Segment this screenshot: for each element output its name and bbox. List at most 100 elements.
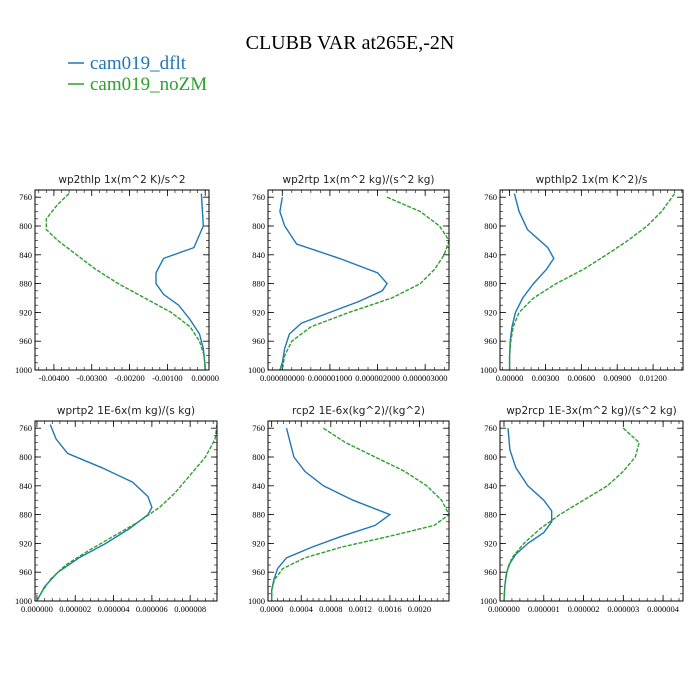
y-tick-label: 920 bbox=[252, 307, 265, 317]
y-tick-label: 760 bbox=[19, 423, 32, 433]
plot-frame bbox=[34, 189, 210, 371]
y-tick-label: 1000 bbox=[480, 596, 497, 606]
x-tick-label: 0.000001 bbox=[528, 604, 560, 614]
y-tick-label: 760 bbox=[252, 423, 265, 433]
x-tick-label: 0.000000 bbox=[21, 604, 53, 614]
y-tick-label: 1000 bbox=[480, 365, 497, 375]
series-line-nozm bbox=[36, 424, 218, 602]
y-tick-label: 880 bbox=[19, 279, 32, 289]
x-tick-label: 0.0020 bbox=[408, 604, 431, 614]
y-tick-label: 840 bbox=[252, 250, 265, 260]
x-tick-label: 0.0012 bbox=[349, 604, 372, 614]
x-tick-label: 0.000006 bbox=[136, 604, 168, 614]
x-tick-label: 0.000002000 bbox=[355, 373, 400, 383]
y-tick-label: 760 bbox=[484, 423, 497, 433]
y-tick-label: 880 bbox=[484, 510, 497, 520]
x-tick-label: -0.00300 bbox=[77, 373, 107, 383]
y-tick-label: 840 bbox=[19, 250, 32, 260]
legend: cam019_dflt cam019_noZM bbox=[68, 53, 207, 95]
series-line-nozm bbox=[508, 193, 676, 370]
x-tick-label: 0.0000 bbox=[260, 604, 283, 614]
y-tick-label: 960 bbox=[19, 567, 32, 577]
panel-title: rcp2 1E-6x(kg^2)/(kg^2) bbox=[292, 405, 425, 417]
y-tick-label: 800 bbox=[252, 221, 265, 231]
y-tick-label: 960 bbox=[252, 336, 265, 346]
y-tick-label: 760 bbox=[252, 192, 265, 202]
series-line-dflt bbox=[271, 428, 392, 601]
y-tick-label: 960 bbox=[19, 336, 32, 346]
x-tick-label: 0.0016 bbox=[378, 604, 401, 614]
series-line-dflt bbox=[279, 197, 388, 371]
panel-title: wp2rtp 1x(m^2 kg)/(s^2 kg) bbox=[282, 174, 434, 186]
x-tick-label: 0.000001000 bbox=[308, 373, 353, 383]
series-line-nozm bbox=[281, 196, 450, 371]
y-tick-label: 880 bbox=[252, 510, 265, 520]
x-tick-label: 0.000003 bbox=[607, 604, 639, 614]
series-line-nozm bbox=[503, 427, 640, 602]
panel-title: wp2rcp 1E-3x(m^2 kg)/(s^2 kg) bbox=[506, 405, 677, 417]
plot-frame bbox=[267, 420, 450, 602]
x-tick-label: -0.00200 bbox=[114, 373, 144, 383]
y-tick-label: 800 bbox=[19, 452, 32, 462]
y-tick-label: 960 bbox=[484, 336, 497, 346]
y-tick-label: 960 bbox=[252, 567, 265, 577]
y-tick-label: 1000 bbox=[15, 596, 32, 606]
x-tick-label: 0.01200 bbox=[639, 373, 667, 383]
panels: wp2thlp 1x(m^2 K)/s^2 760 800 840 880 920 960 1… bbox=[15, 174, 684, 614]
panel-2: wp2rtp 1x(m^2 kg)/(s^2 kg) 760 800 840 880 92… bbox=[248, 174, 450, 383]
panel-title: wpthlp2 1x(m K^2)/s bbox=[536, 174, 648, 186]
y-tick-label: 760 bbox=[484, 192, 497, 202]
series-line-dflt bbox=[508, 193, 555, 370]
x-tick-label: 0.000004 bbox=[647, 604, 680, 614]
plot-frame bbox=[34, 420, 218, 602]
figure-title: CLUBB VAR at265E,-2N bbox=[246, 32, 455, 54]
series-line-dflt bbox=[503, 428, 553, 602]
x-tick-label: 0.000004 bbox=[98, 604, 131, 614]
x-tick-label: 0.000002 bbox=[59, 604, 91, 614]
panel-5: rcp2 1E-6x(kg^2)/(kg^2) 760 800 840 880 920 96… bbox=[248, 405, 450, 614]
panel-title: wprtp2 1E-6x(m kg)/(s kg) bbox=[57, 405, 195, 417]
x-tick-label: 0.0004 bbox=[290, 604, 314, 614]
y-tick-label: 880 bbox=[19, 510, 32, 520]
legend-label-nozm: cam019_noZM bbox=[90, 74, 207, 95]
plot-frame bbox=[499, 189, 684, 371]
y-tick-label: 920 bbox=[484, 538, 497, 548]
x-tick-label: 0.00600 bbox=[568, 373, 596, 383]
panel-4: wprtp2 1E-6x(m kg)/(s kg) 760 800 840 880 920… bbox=[15, 405, 218, 614]
series-line-nozm bbox=[271, 427, 450, 601]
plot-frame bbox=[267, 189, 450, 371]
y-tick-label: 880 bbox=[252, 279, 265, 289]
panel-6: wp2rcp 1E-3x(m^2 kg)/(s^2 kg) 760 800 840 88… bbox=[480, 405, 684, 614]
series-line-dflt bbox=[155, 193, 206, 371]
series-line-dflt bbox=[36, 424, 153, 602]
panel-1: wp2thlp 1x(m^2 K)/s^2 760 800 840 880 920 960 1… bbox=[15, 174, 219, 383]
y-tick-label: 920 bbox=[484, 307, 497, 317]
panel-title: wp2thlp 1x(m^2 K)/s^2 bbox=[58, 174, 185, 186]
y-tick-label: 800 bbox=[484, 221, 497, 231]
y-tick-label: 840 bbox=[19, 481, 32, 491]
y-tick-label: 920 bbox=[252, 538, 265, 548]
y-tick-label: 880 bbox=[484, 279, 497, 289]
x-tick-label: 0.00000 bbox=[496, 373, 524, 383]
x-tick-label: 0.00900 bbox=[603, 373, 631, 383]
y-tick-label: 840 bbox=[484, 250, 497, 260]
y-tick-label: 800 bbox=[484, 452, 497, 462]
y-tick-label: 800 bbox=[19, 221, 32, 231]
y-tick-label: 1000 bbox=[248, 365, 265, 375]
y-tick-label: 920 bbox=[19, 538, 32, 548]
y-tick-label: 1000 bbox=[15, 365, 32, 375]
y-tick-label: 760 bbox=[19, 192, 32, 202]
x-tick-label: 0.000000 bbox=[488, 604, 520, 614]
x-tick-label: 0.000003000 bbox=[403, 373, 448, 383]
x-tick-label: 0.000008 bbox=[174, 604, 206, 614]
x-tick-label: 0.00300 bbox=[532, 373, 560, 383]
y-tick-label: 840 bbox=[252, 481, 265, 491]
y-tick-label: 1000 bbox=[248, 596, 265, 606]
panel-3: wpthlp2 1x(m K^2)/s 760 800 840 880 920 960 100… bbox=[480, 174, 684, 383]
x-tick-label: 0.000002 bbox=[568, 604, 600, 614]
x-tick-label: 0.000000000 bbox=[260, 373, 305, 383]
x-tick-label: -0.00100 bbox=[152, 373, 182, 383]
y-tick-label: 960 bbox=[484, 567, 497, 577]
x-tick-label: 0.0008 bbox=[319, 604, 342, 614]
y-tick-label: 800 bbox=[252, 452, 265, 462]
